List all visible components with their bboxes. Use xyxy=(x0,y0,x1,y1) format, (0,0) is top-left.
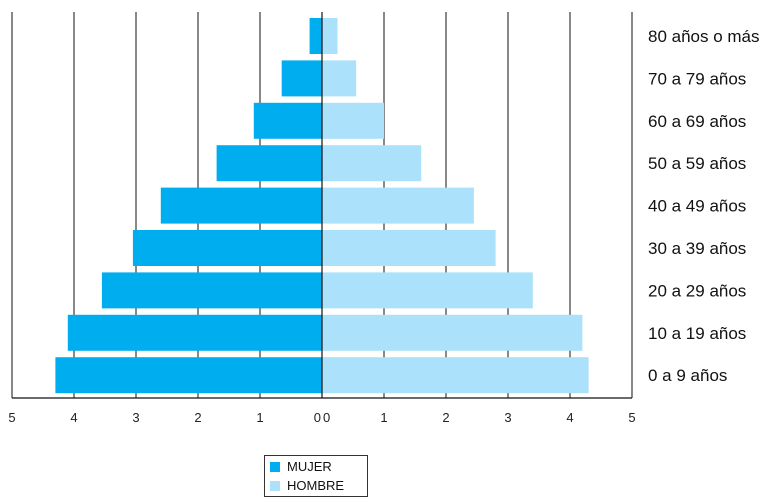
bar-hombre xyxy=(322,187,474,224)
tick-label-left: 1 xyxy=(256,410,263,425)
legend-swatch-hombre xyxy=(270,480,280,491)
grid-lines xyxy=(11,12,633,398)
bar-mujer xyxy=(67,314,322,351)
legend-label-hombre: HOMBRE xyxy=(287,478,345,493)
axes-group xyxy=(12,12,632,399)
bar-mujer xyxy=(253,102,322,139)
tick-label-right: 4 xyxy=(566,410,573,425)
bar-hombre xyxy=(322,272,533,309)
tick-label-right: 2 xyxy=(442,410,449,425)
tick-label-left: 5 xyxy=(8,410,15,425)
tick-label-right: 1 xyxy=(380,410,387,425)
tick-label-left: 0 xyxy=(314,410,321,425)
age-group-label: 50 a 59 años xyxy=(648,154,746,173)
age-group-label: 0 a 9 años xyxy=(648,366,727,385)
age-group-label: 20 a 29 años xyxy=(648,281,746,300)
age-group-label: 80 años o más xyxy=(648,27,760,46)
tick-label-left: 4 xyxy=(70,410,77,425)
age-group-label: 60 a 69 años xyxy=(648,112,746,131)
bar-hombre xyxy=(322,18,338,54)
bar-mujer xyxy=(160,187,322,224)
bar-hombre xyxy=(322,102,384,139)
age-group-label: 40 a 49 años xyxy=(648,197,746,216)
legend-item-mujer: MUJER xyxy=(270,457,367,476)
tick-label-left: 2 xyxy=(194,410,201,425)
bar-hombre xyxy=(322,357,589,394)
bar-mujer xyxy=(309,18,322,54)
age-group-label: 70 a 79 años xyxy=(648,69,746,88)
bar-mujer xyxy=(101,272,323,309)
bar-hombre xyxy=(322,145,422,182)
legend-label-mujer: MUJER xyxy=(287,459,332,474)
bar-hombre xyxy=(322,314,583,351)
tick-label-right: 0 xyxy=(323,410,330,425)
bar-mujer xyxy=(132,230,322,266)
age-group-label: 10 a 19 años xyxy=(648,324,746,343)
age-group-label: 30 a 39 años xyxy=(648,239,746,258)
tick-label-left: 3 xyxy=(132,410,139,425)
age-group-labels: 80 años o más 70 a 79 años 60 a 69 años 50 … xyxy=(648,27,760,385)
legend-item-hombre: HOMBRE xyxy=(270,476,367,495)
bar-hombre xyxy=(322,230,496,266)
legend-swatch-mujer xyxy=(270,461,280,472)
bar-mujer xyxy=(281,60,322,97)
bar-mujer xyxy=(216,145,322,182)
bar-mujer xyxy=(55,357,323,394)
bars-group xyxy=(55,18,589,394)
tick-label-right: 5 xyxy=(628,410,635,425)
legend: MUJER HOMBRE xyxy=(264,455,368,497)
tick-label-right: 3 xyxy=(504,410,511,425)
bar-hombre xyxy=(322,60,357,97)
